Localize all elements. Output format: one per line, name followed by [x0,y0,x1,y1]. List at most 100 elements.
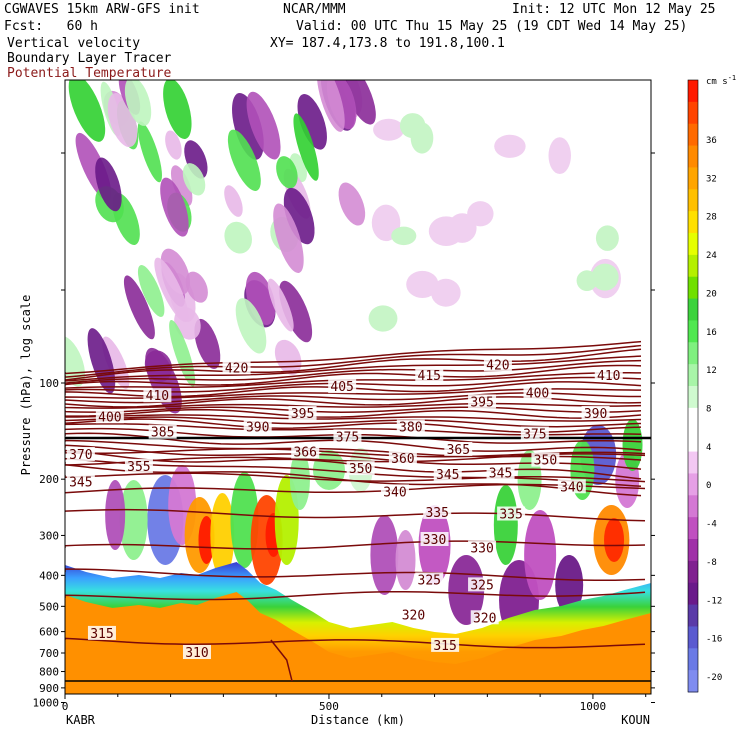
x-tick-label: 0 [62,700,69,713]
contour-label-bg [222,360,251,375]
contour-label: 370 [69,448,92,463]
contour-label: 400 [98,410,121,425]
contour-label: 330 [423,533,446,548]
colorbar-tick-label: 8 [706,405,711,415]
velocity-cell [68,80,106,142]
velocity-cell [622,419,643,471]
velocity-cell [448,555,485,625]
contour-label-bg [594,367,623,382]
contour-label-bg [531,452,560,467]
colorbar-tick-label: 4 [706,443,711,453]
field-vertical-velocity: Vertical velocity [7,36,141,51]
colorbar-frame [687,79,699,693]
contour-label-bg [388,451,417,466]
contour-label-bg [380,484,409,499]
velocity-cell [102,336,130,389]
theta-contour [65,355,642,382]
endpoint-left: KABR [66,713,96,727]
velocity-cell [137,264,165,317]
velocity-cell [431,278,461,307]
colorbar-swatch [688,123,698,147]
contour-label-bg [431,637,460,652]
velocity-cell [289,450,310,510]
contour-label: 335 [425,506,448,521]
colorbar-swatch [688,429,698,453]
theta-contour [65,364,642,387]
velocity-cell [279,280,313,343]
velocity-cell [163,80,192,140]
y-tick-label: 500 [39,600,59,613]
contour-label: 400 [526,387,549,402]
contour-label: 365 [447,443,470,458]
theta-contour [65,344,642,378]
velocity-cell [406,270,439,299]
colorbar-swatch [688,167,698,190]
contour-label-bg [95,409,124,424]
contour-label-bg [415,572,444,587]
velocity-cell [293,113,319,181]
contour-label-bg [124,458,153,473]
x-tick-label: 1000 [580,700,607,713]
y-tick-label: 600 [39,626,59,639]
colorbar-swatch [688,386,698,409]
velocity-cell [494,134,526,158]
contour-label-bg [291,444,320,459]
colorbar-swatch [688,539,698,562]
velocity-cell [65,336,85,387]
contour-label: 360 [391,452,414,467]
contour-label-bg [399,607,428,622]
velocity-cell [604,518,625,562]
velocity-cell [395,530,416,590]
colorbar-swatch [688,189,698,212]
colorbar-swatch [688,560,698,584]
colorbar-tick-label: 0 [706,481,711,491]
contour-label: 335 [499,508,522,523]
contour-label-bg [66,474,95,489]
velocity-cell [524,510,557,600]
theta-contour [65,406,642,413]
contour-label: 345 [489,467,512,482]
colorbar-tick-label: -16 [706,635,722,645]
header-title: CGWAVES 15km ARW-GFS init [4,2,200,17]
contour-label-bg [557,479,586,494]
contour-label: 320 [402,609,425,624]
contour-label: 315 [90,627,113,642]
velocity-cell [548,137,571,175]
header-center: NCAR/MMM [283,2,346,17]
contour-label-bg [148,424,177,439]
surface-layer [65,592,651,694]
contour-label: 330 [470,542,493,557]
colorbar-tick-label: -12 [706,596,722,606]
field-boundary-layer: Boundary Layer Tracer [7,51,172,66]
colorbar-swatch [688,80,698,103]
colorbar-unit: cm s-1 [706,74,736,87]
theta-contour [65,590,646,601]
velocity-cell [232,92,264,160]
header-xy: XY= 187.4,173.8 to 191.8,100.1 [270,36,505,51]
contour-label-bg [143,388,172,403]
velocity-cell [119,480,148,560]
contour-label-bg [433,466,462,481]
contour-label: 390 [246,421,269,436]
colorbar-tick-label: 24 [706,251,717,261]
contour-label-bg [328,379,357,394]
theta-contour [65,568,646,582]
velocity-cell [399,113,426,139]
velocity-cell [224,185,243,217]
colorbar-tick-label: -20 [706,673,722,683]
velocity-cell [194,318,221,369]
velocity-cell [182,163,206,196]
contour-label-bg [468,394,497,409]
colorbar-swatch [688,582,698,606]
colorbar-swatch [688,211,698,234]
colorbar-swatch [688,473,698,496]
contour-label-bg [486,465,515,480]
velocity-cell [373,118,405,141]
colorbar-tick-label: 20 [706,289,717,299]
velocity-cell [124,80,152,126]
field-potential-temperature: Potential Temperature [7,66,172,81]
contour-label: 410 [597,369,620,384]
velocity-cell [154,257,189,323]
contour-label-bg [333,429,362,444]
colorbar-swatch [688,101,698,125]
